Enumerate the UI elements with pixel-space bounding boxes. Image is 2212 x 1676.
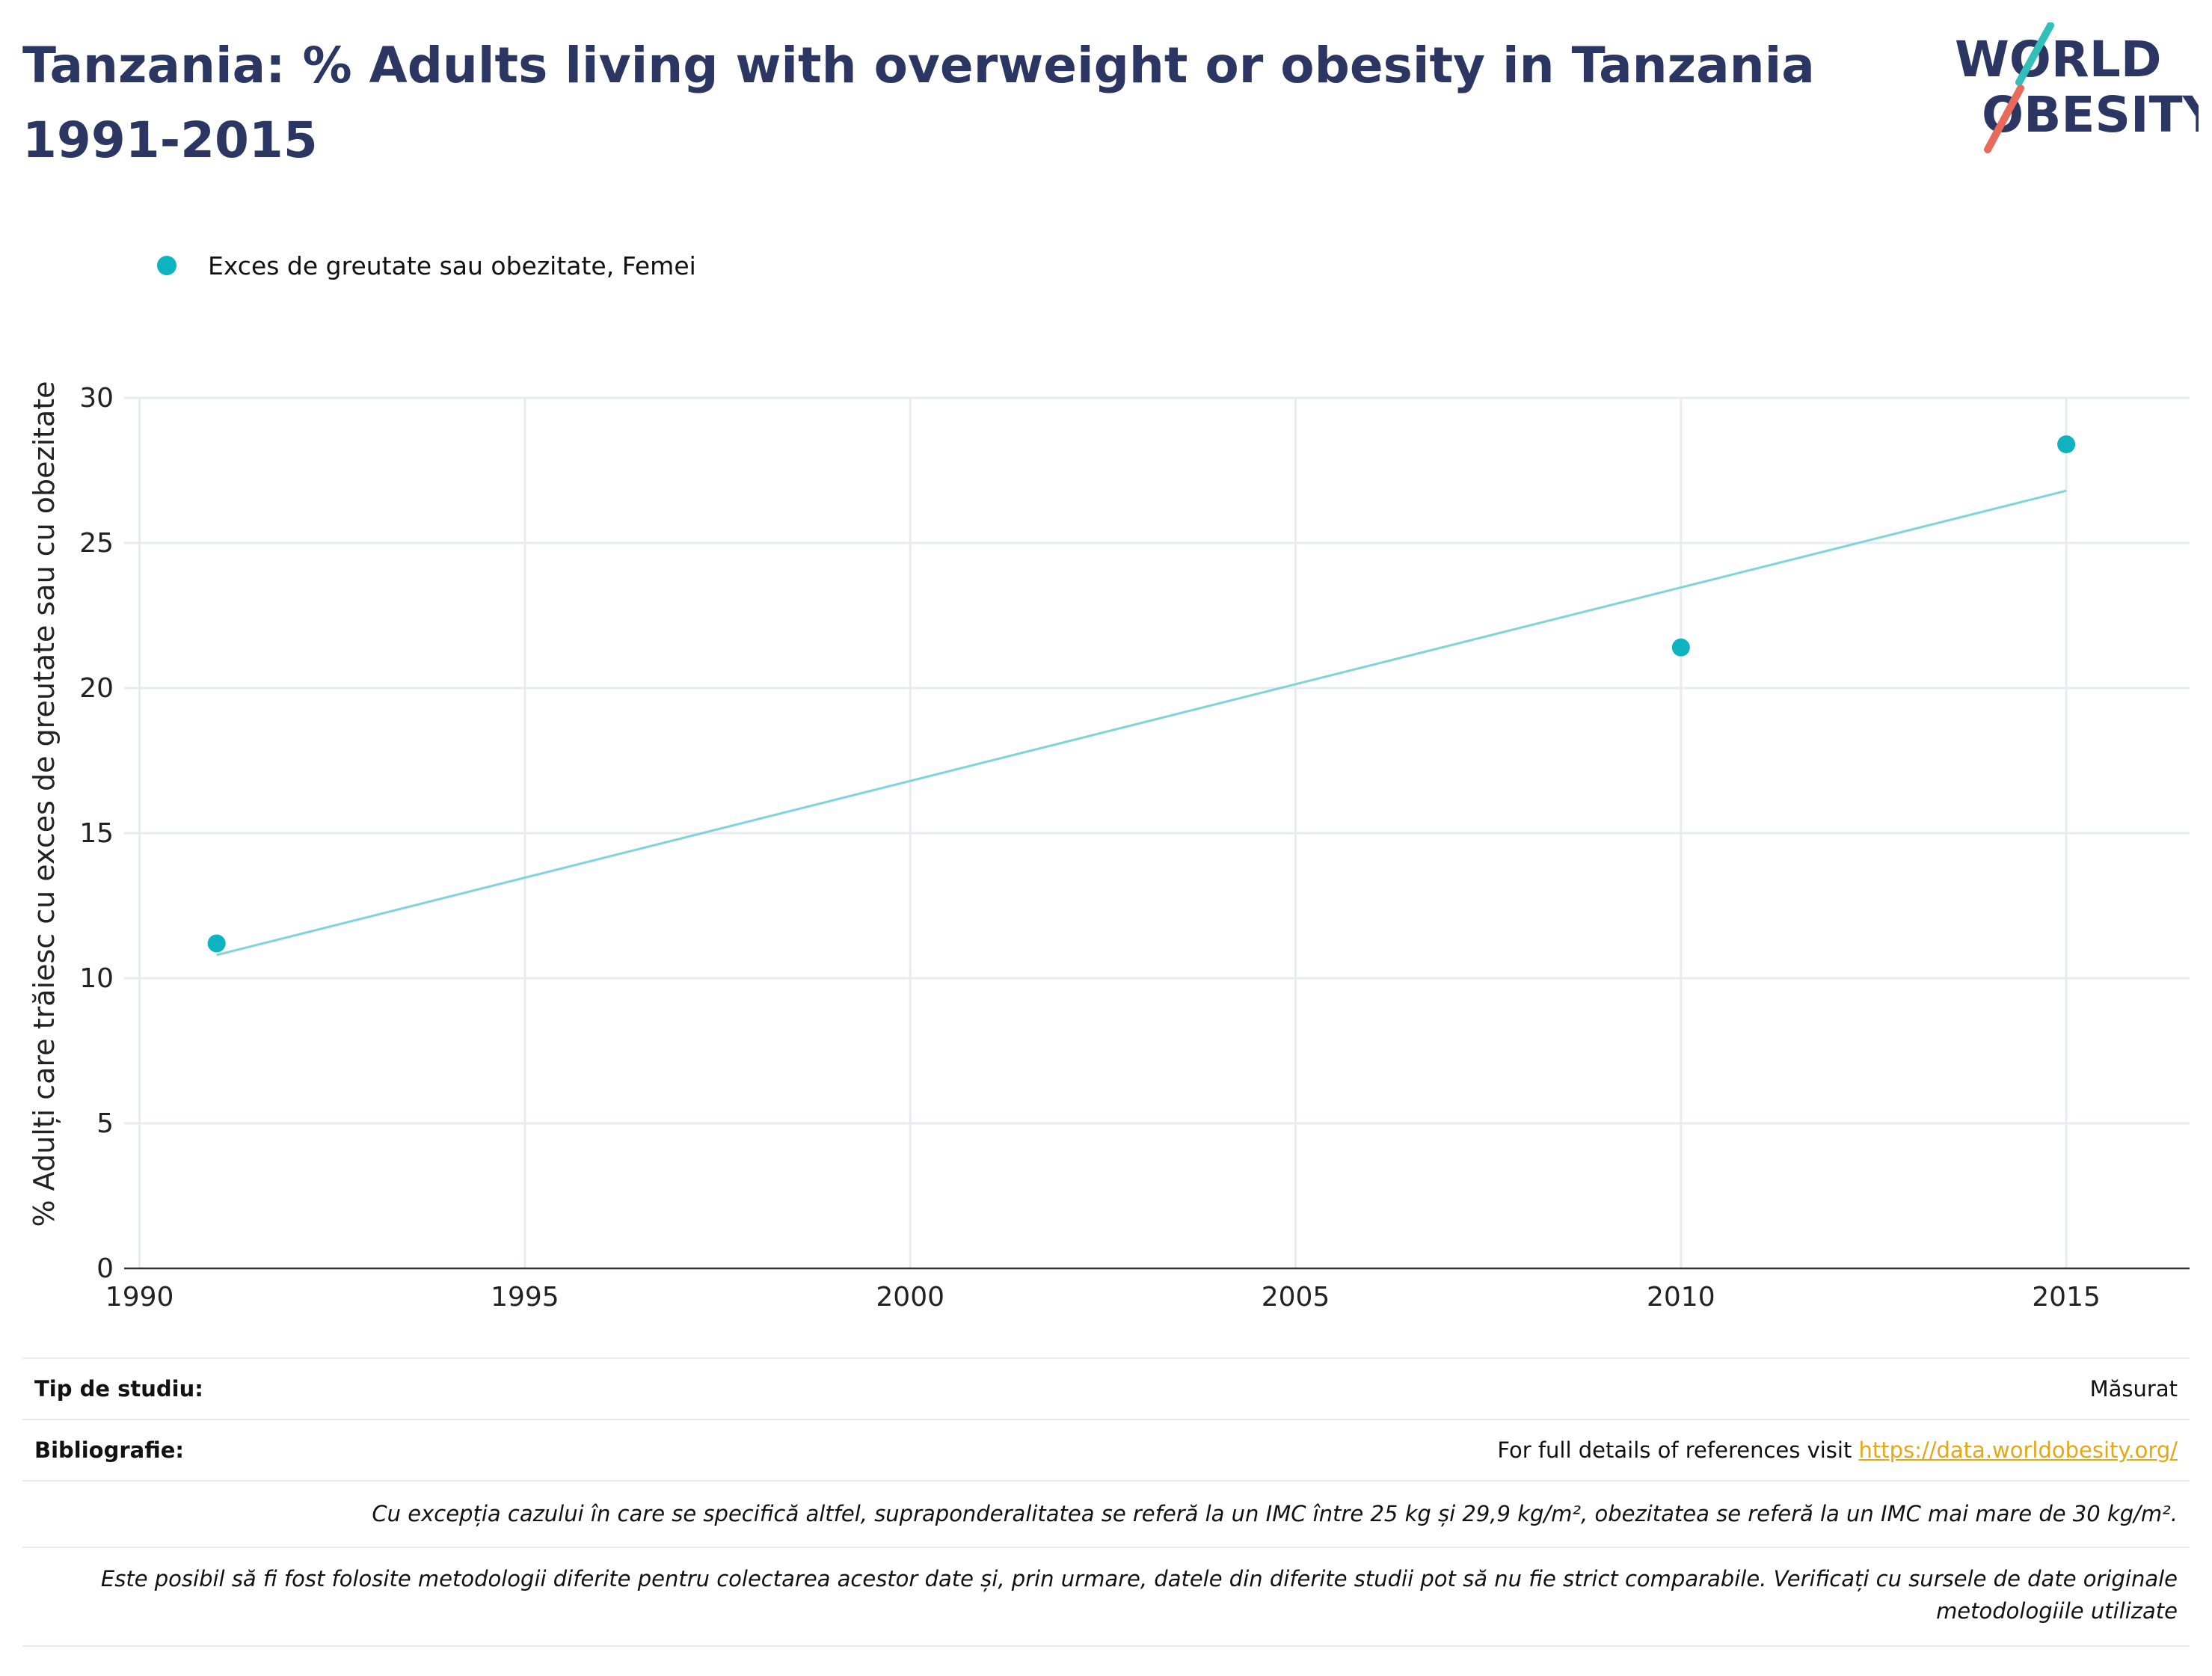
x-tick-label: 1990 bbox=[105, 1282, 174, 1313]
legend-marker-icon bbox=[157, 256, 176, 275]
metadata-table: Tip de studiu: Măsurat Bibliografie: For… bbox=[22, 1357, 2190, 1647]
data-point bbox=[2057, 435, 2076, 454]
x-tick-label: 1995 bbox=[491, 1282, 559, 1313]
note-methodology-row: Este posibil să fi fost folosite metodol… bbox=[22, 1548, 2190, 1647]
logo-slash-teal bbox=[2015, 22, 2054, 86]
study-type-label: Tip de studiu: bbox=[34, 1376, 203, 1402]
y-tick-label: 20 bbox=[79, 673, 114, 704]
trend-line bbox=[216, 489, 2067, 957]
x-tick-label: 2015 bbox=[2032, 1282, 2101, 1313]
y-tick-label: 0 bbox=[96, 1253, 114, 1284]
point-layer bbox=[207, 435, 2076, 953]
y-axis-title: % Adulți care trăiesc cu exces de greuta… bbox=[28, 381, 61, 1227]
legend-label: Exces de greutate sau obezitate, Femei bbox=[208, 251, 696, 280]
bibliography-label: Bibliografie: bbox=[34, 1437, 184, 1463]
note-bmi: Cu excepția cazului în care se specifică… bbox=[372, 1501, 2178, 1526]
chart-legend[interactable]: Exces de greutate sau obezitate, Femei bbox=[157, 247, 696, 284]
data-point bbox=[1671, 638, 1690, 657]
bibliography-value: For full details of references visit htt… bbox=[1497, 1437, 2190, 1463]
scatter-chart: 1990 1995 2000 2005 2010 2015 0 5 10 15 20 25 30 % A… bbox=[28, 381, 2190, 1313]
note-methodology: Este posibil să fi fost folosite metodol… bbox=[100, 1566, 2178, 1624]
y-tick-label: 10 bbox=[79, 963, 114, 994]
data-point bbox=[207, 934, 226, 953]
chart-title: Tanzania: % Adults living with overweigh… bbox=[22, 37, 1815, 169]
axis-layer: 1990 1995 2000 2005 2010 2015 0 5 10 15 20 25 30 bbox=[79, 383, 2190, 1313]
note-bmi-row: Cu excepția cazului în care se specifică… bbox=[22, 1482, 2190, 1548]
bibliography-row: Bibliografie: For full details of refere… bbox=[22, 1420, 2190, 1482]
study-type-row: Tip de studiu: Măsurat bbox=[22, 1359, 2190, 1420]
grid-layer bbox=[124, 396, 2190, 1268]
y-tick-label: 25 bbox=[79, 528, 114, 559]
y-tick-label: 5 bbox=[96, 1108, 114, 1139]
x-tick-label: 2010 bbox=[1647, 1282, 1715, 1313]
y-tick-label: 15 bbox=[79, 818, 114, 849]
logo-text-world: WORLD bbox=[1955, 31, 2162, 88]
world-obesity-logo: WORLD OBESITY bbox=[1955, 22, 2199, 153]
x-tick-label: 2005 bbox=[1262, 1282, 1330, 1313]
study-type-value: Măsurat bbox=[2089, 1376, 2178, 1402]
logo-slash-coral bbox=[1984, 85, 2024, 153]
bibliography-text: For full details of references visit bbox=[1497, 1437, 1859, 1463]
bibliography-link[interactable]: https://data.worldobesity.org/ bbox=[1858, 1437, 2178, 1463]
y-tick-label: 30 bbox=[79, 383, 114, 414]
x-tick-label: 2000 bbox=[876, 1282, 944, 1313]
trend-layer bbox=[216, 489, 2067, 957]
